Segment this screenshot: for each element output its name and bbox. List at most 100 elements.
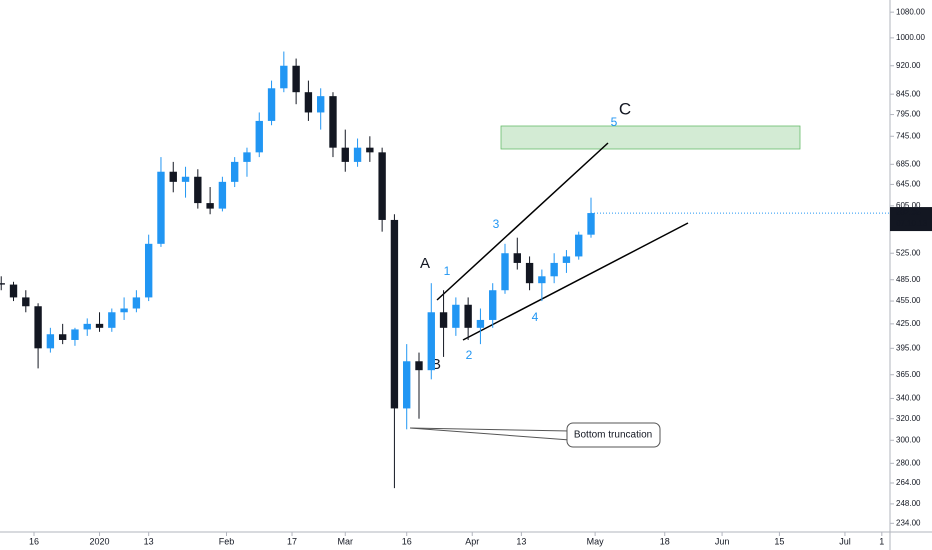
x-tick-label: 13 bbox=[144, 536, 154, 546]
candle-body bbox=[403, 361, 411, 409]
candle-body bbox=[378, 152, 386, 220]
y-tick-label: 1000.00 bbox=[896, 33, 925, 42]
y-tick-label: 845.00 bbox=[896, 89, 921, 98]
y-tick-label: 320.00 bbox=[896, 414, 921, 423]
wedge-upper bbox=[436, 142, 609, 301]
x-tick-label: 16 bbox=[29, 536, 39, 546]
candle-body bbox=[108, 312, 116, 328]
callout-box bbox=[566, 422, 661, 448]
y-tick-label: 685.00 bbox=[896, 159, 921, 168]
candle-body bbox=[562, 256, 571, 263]
candle-body bbox=[71, 329, 79, 340]
candle-body bbox=[538, 276, 546, 284]
candle-body bbox=[353, 147, 362, 162]
candle-body bbox=[587, 213, 595, 235]
x-tick-label: Jul bbox=[839, 536, 851, 546]
candle-body bbox=[9, 284, 18, 298]
y-tick-label: 605.00 bbox=[896, 201, 921, 210]
candle-body bbox=[46, 334, 55, 349]
wave-label: 3 bbox=[493, 217, 500, 231]
candle-body bbox=[157, 171, 165, 244]
candle-body bbox=[439, 312, 448, 328]
wave-label: 4 bbox=[532, 310, 539, 324]
candle-body bbox=[95, 323, 104, 328]
candle-body bbox=[132, 297, 141, 309]
wave-label: B bbox=[431, 356, 441, 373]
x-tick-label: 15 bbox=[774, 536, 784, 546]
candle-body bbox=[181, 176, 190, 182]
candle-body bbox=[476, 319, 485, 328]
candle-body bbox=[218, 181, 227, 209]
candle-body bbox=[280, 65, 288, 89]
candle-body bbox=[513, 253, 521, 263]
candle-body bbox=[525, 262, 534, 284]
x-tick-label: Mar bbox=[338, 536, 354, 546]
wave-label: 5 bbox=[611, 115, 618, 129]
y-tick-label: 395.00 bbox=[896, 343, 921, 352]
x-tick-label: 16 bbox=[402, 536, 412, 546]
x-tick-label: Feb bbox=[219, 536, 235, 546]
y-tick-label: 1080.00 bbox=[896, 7, 925, 16]
candle-body bbox=[144, 243, 153, 298]
y-tick-label: 795.00 bbox=[896, 110, 921, 119]
callout-line bbox=[409, 427, 571, 432]
candle-body bbox=[501, 253, 509, 291]
x-tick-label: 13 bbox=[516, 536, 526, 546]
candle-body bbox=[267, 88, 276, 121]
candle-body bbox=[464, 304, 472, 328]
candle-body bbox=[34, 306, 42, 349]
candle-body bbox=[317, 96, 325, 113]
candle-body bbox=[304, 92, 313, 113]
candle-body bbox=[329, 96, 337, 148]
y-tick-label: 234.00 bbox=[896, 518, 921, 527]
last-price-label: 592.05 bbox=[896, 208, 921, 217]
candle-body bbox=[255, 120, 263, 153]
candle-body bbox=[0, 283, 5, 285]
candle-body bbox=[452, 304, 460, 328]
y-tick-label: 485.00 bbox=[896, 275, 921, 284]
candle-body bbox=[390, 219, 399, 409]
candle-body bbox=[83, 323, 91, 330]
x-tick-label: 18 bbox=[660, 536, 670, 546]
candle-body bbox=[169, 171, 177, 182]
y-tick-label: 280.00 bbox=[896, 458, 921, 467]
y-tick-label: 920.00 bbox=[896, 61, 921, 70]
y-tick-label: 645.00 bbox=[896, 180, 921, 189]
candle-body bbox=[292, 65, 300, 93]
candle-body bbox=[230, 161, 239, 182]
x-tick-label: 17 bbox=[287, 536, 297, 546]
candle-body bbox=[206, 203, 214, 209]
y-tick-label: 525.00 bbox=[896, 248, 921, 257]
candle-body bbox=[575, 234, 583, 257]
y-tick-label: 365.00 bbox=[896, 370, 921, 379]
last-price-box bbox=[890, 207, 932, 232]
y-tick-label: 425.00 bbox=[896, 319, 921, 328]
y-tick-label: 455.00 bbox=[896, 296, 921, 305]
candle-body bbox=[243, 152, 251, 162]
candle-body bbox=[489, 290, 497, 320]
x-tick-label: May bbox=[587, 536, 605, 546]
y-tick-label: 264.00 bbox=[896, 478, 921, 487]
x-tick-label: 1 bbox=[879, 536, 884, 546]
x-tick-label: Apr bbox=[465, 536, 479, 546]
candle-body bbox=[194, 176, 202, 204]
candle-body bbox=[22, 297, 30, 307]
x-tick-label: 2020 bbox=[90, 536, 110, 546]
y-tick-label: 248.00 bbox=[896, 499, 921, 508]
candle-body bbox=[120, 308, 128, 313]
x-tick-label: Jun bbox=[715, 536, 730, 546]
wave-label: A bbox=[420, 255, 430, 272]
y-tick-label: 340.00 bbox=[896, 394, 921, 403]
y-tick-label: 745.00 bbox=[896, 131, 921, 140]
candle-body bbox=[58, 334, 67, 340]
candle-body bbox=[415, 361, 423, 371]
candle-body bbox=[341, 147, 349, 162]
wave-label: 2 bbox=[466, 348, 473, 362]
callout-line bbox=[409, 427, 571, 441]
y-tick-label: 300.00 bbox=[896, 435, 921, 444]
countdown-label: 07:10:13 bbox=[896, 219, 928, 228]
target-zone bbox=[500, 125, 801, 150]
wave-label: C bbox=[619, 99, 631, 118]
callout-text: Bottom truncation bbox=[574, 430, 652, 441]
